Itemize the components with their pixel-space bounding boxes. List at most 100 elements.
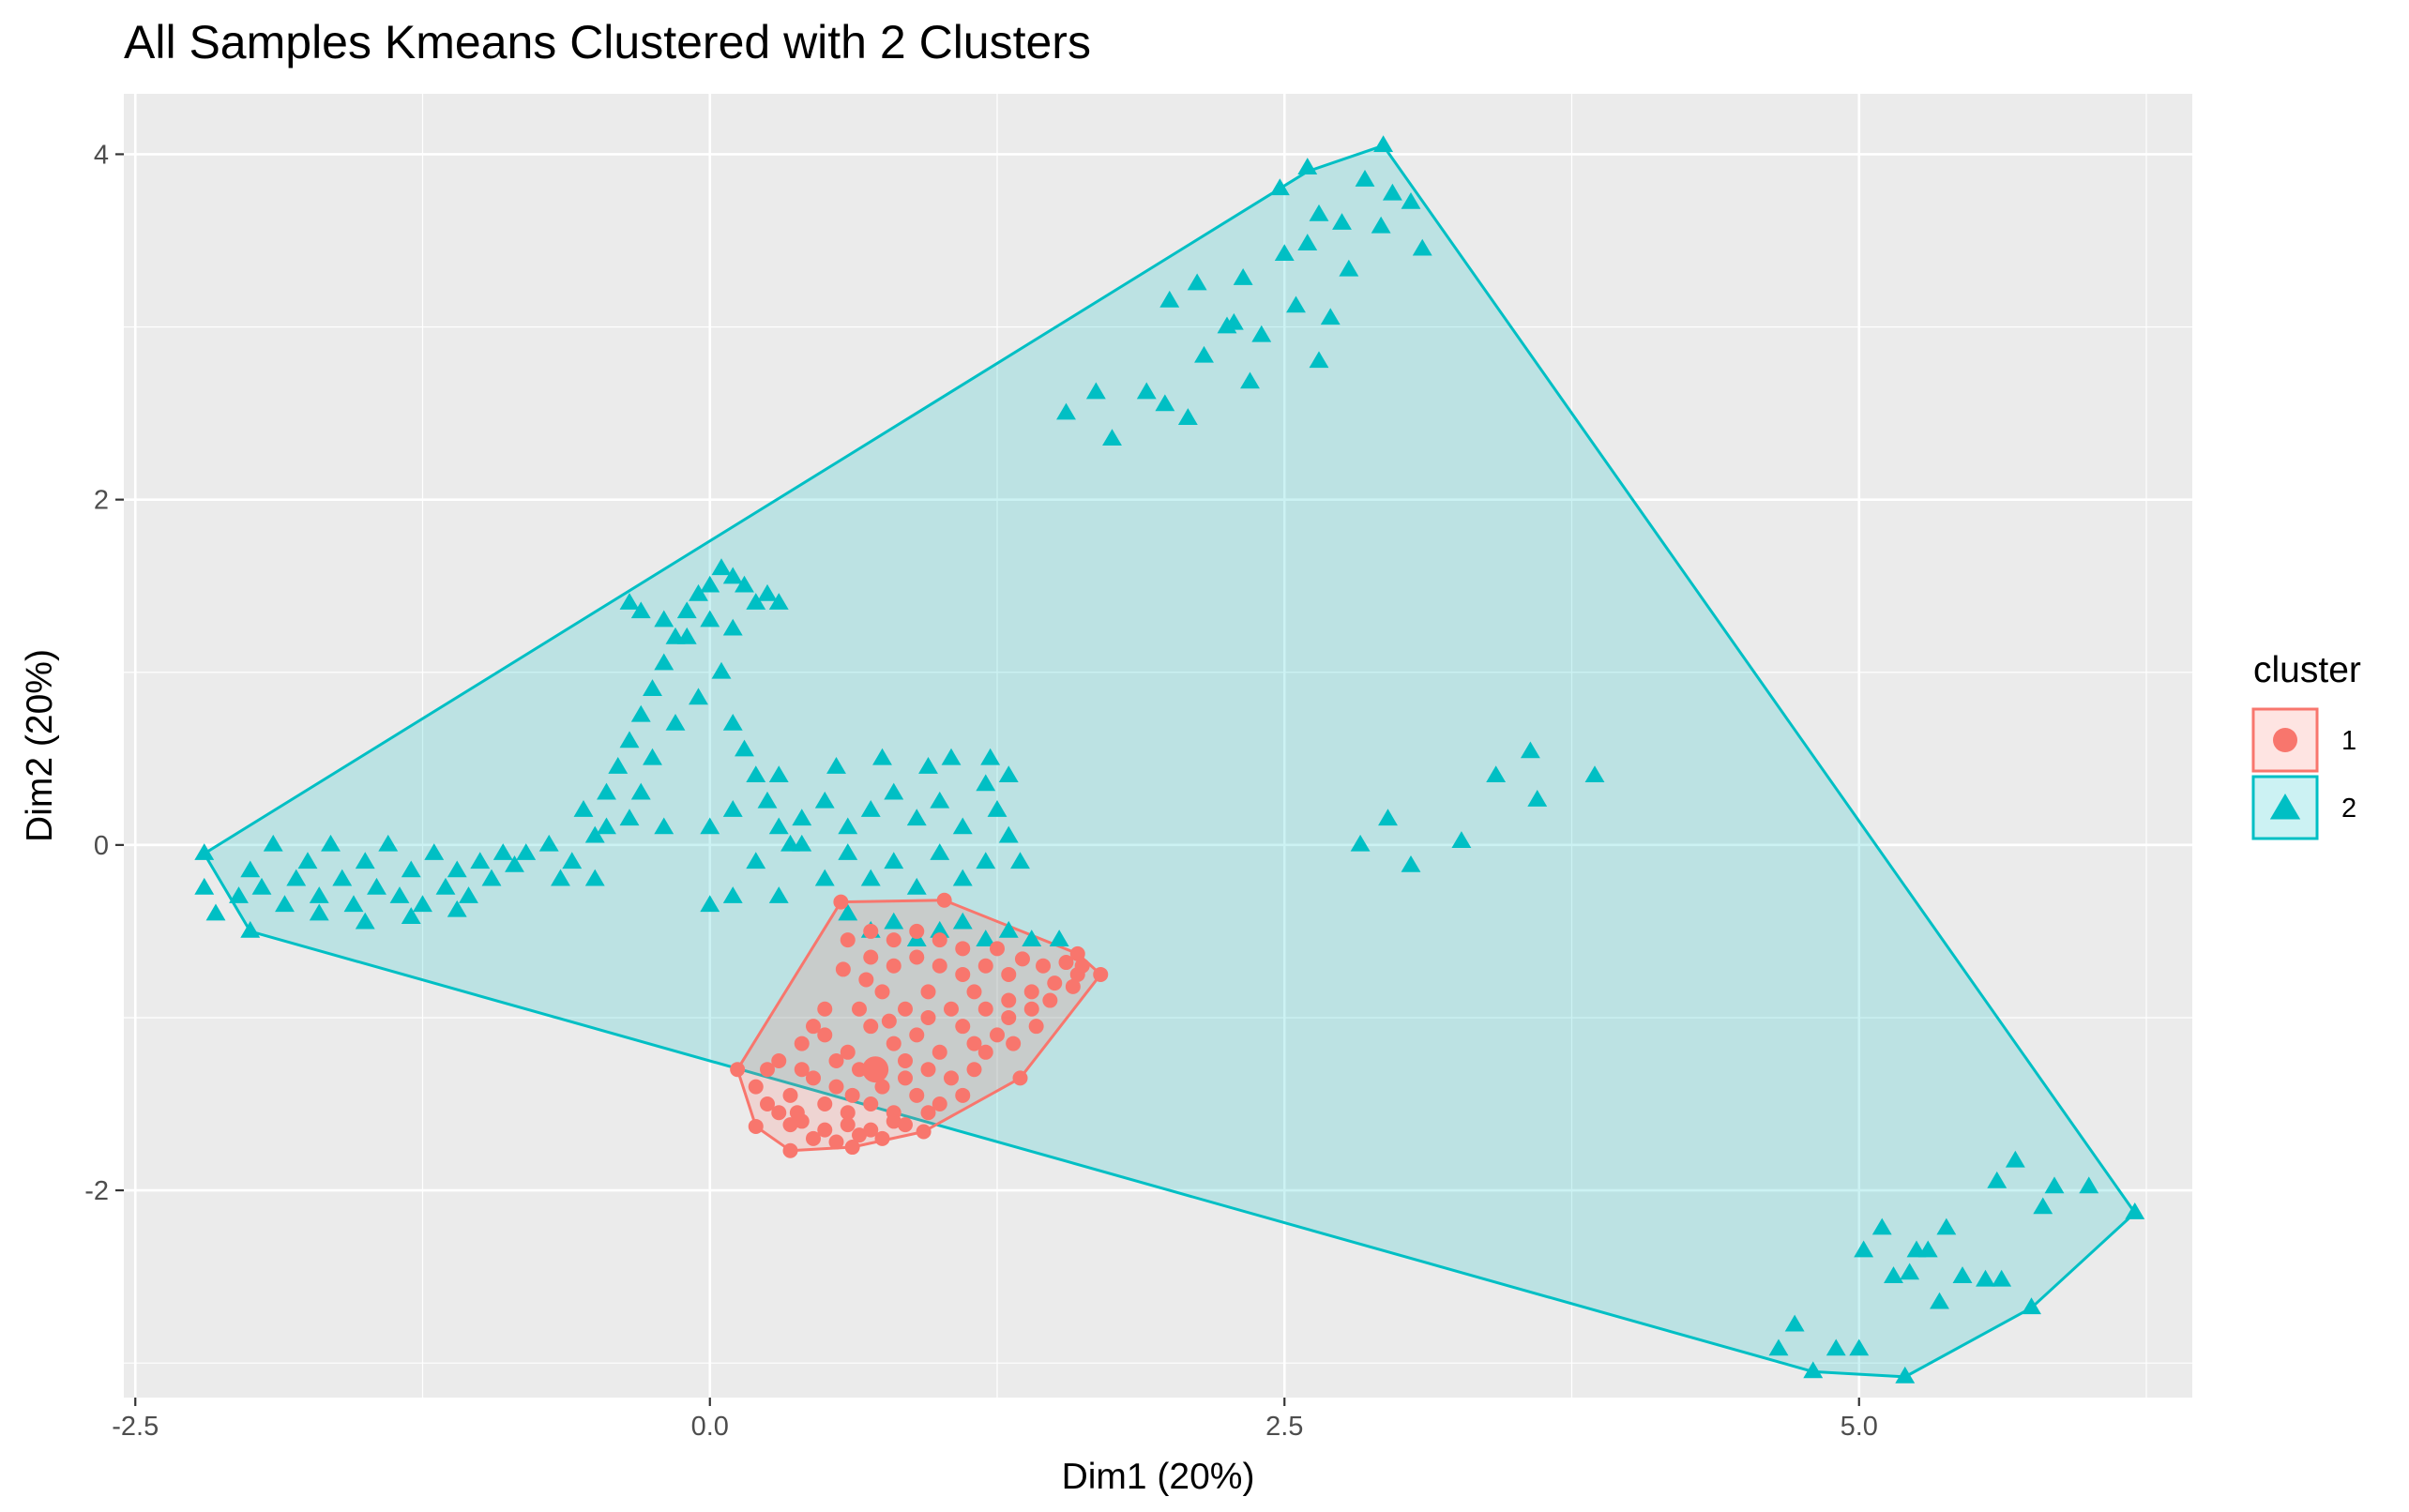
x-tick-label: -2.5 (112, 1412, 159, 1442)
cluster-1-point (789, 1105, 805, 1121)
x-axis-title: Dim1 (20%) (1062, 1457, 1255, 1497)
cluster-2-point (1895, 1366, 1916, 1383)
cluster-1-point (817, 1096, 833, 1112)
cluster-2-point (355, 912, 375, 930)
cluster-2-point (1930, 1292, 1949, 1309)
cluster-2-point (792, 834, 812, 852)
cluster-1-point (840, 932, 856, 948)
cluster-2-point (1320, 308, 1341, 325)
legend-label-1: 1 (2341, 726, 2356, 756)
cluster-2-point (884, 852, 904, 869)
cluster-1-point (881, 1013, 897, 1029)
cluster-2-point (1803, 1361, 1824, 1379)
cluster-1-point (1058, 955, 1074, 971)
x-tick-label: 0.0 (691, 1412, 729, 1442)
cluster-2-point (700, 575, 720, 593)
cluster-2-point (1900, 1263, 1920, 1280)
cluster-2-point (286, 869, 307, 886)
cluster-1-point (966, 1036, 982, 1051)
cluster-1-point (760, 1062, 775, 1078)
cluster-2-point (2033, 1197, 2053, 1215)
cluster-2-point (872, 748, 892, 765)
cluster-2-point (1309, 351, 1329, 369)
cluster-2-point (1412, 238, 1432, 256)
cluster-1-point (1023, 984, 1039, 1000)
cluster-2-point (884, 912, 904, 930)
cluster-2-point (367, 877, 386, 895)
cluster-2-point (952, 869, 973, 886)
cluster-1-center (862, 1056, 889, 1083)
cluster-2-point (654, 817, 674, 835)
cluster-2-point (860, 869, 881, 886)
cluster-2-point (619, 593, 640, 610)
cluster-1-point (1014, 951, 1030, 967)
cluster-2-point (1378, 809, 1398, 826)
cluster-2-point (1332, 213, 1352, 230)
cluster-1-point (806, 1019, 821, 1035)
cluster-2-point (952, 912, 973, 930)
cluster-2-point (401, 907, 421, 925)
cluster-1-point (794, 1036, 810, 1051)
cluster-2-point (1085, 382, 1106, 400)
cluster-2-point (1309, 204, 1329, 221)
cluster-2-point (987, 800, 1008, 817)
x-tick-labels: -2.5 0.0 2.5 5.0 (112, 1412, 1878, 1442)
cluster-2-point (194, 877, 215, 895)
cluster-1-point (844, 1140, 860, 1156)
cluster-1-point (771, 1105, 787, 1121)
cluster-2-point (251, 877, 272, 895)
cluster-2-point (538, 834, 559, 852)
cluster-2-point (768, 765, 789, 783)
cluster-2-point (332, 869, 353, 886)
cluster-2-point (665, 713, 686, 731)
cluster-2-point (1177, 408, 1198, 425)
cluster-1-point (990, 941, 1005, 957)
cluster-2-point (1355, 170, 1375, 187)
cluster-1-point (944, 1070, 959, 1086)
cluster-1-point (932, 958, 947, 974)
cluster-2-point (1849, 1338, 1870, 1356)
cluster-2-point (711, 558, 732, 576)
cluster-2-point (435, 877, 456, 895)
y-axis-title: Dim2 (20%) (20, 649, 60, 842)
cluster-2-point (1936, 1217, 1957, 1235)
cluster-2-point (240, 920, 261, 938)
cluster-1-point (1012, 1070, 1028, 1086)
cluster-1-point (990, 1027, 1005, 1043)
cluster-1-point (874, 984, 890, 1000)
cluster-2-point (1401, 191, 1421, 209)
cluster-2-point (711, 661, 732, 679)
data-points (194, 135, 2145, 1383)
cluster-1-point (874, 1130, 890, 1146)
cluster-1-point (1036, 958, 1051, 974)
cluster-2-point (309, 886, 329, 903)
cluster-2-point (998, 920, 1019, 938)
cluster-2-point (1286, 295, 1306, 313)
cluster-2-point (998, 825, 1019, 843)
plot-panel (124, 94, 2192, 1398)
cluster-2-point (976, 852, 996, 869)
cluster-1-point (863, 1096, 879, 1112)
cluster-1-point (909, 923, 925, 939)
cluster-2-point (619, 809, 640, 826)
cluster-1-point (1028, 1019, 1044, 1035)
cluster-1-point (955, 966, 971, 982)
cluster-2-point (584, 869, 605, 886)
cluster-2-point (584, 825, 605, 843)
cluster-1-point (806, 1130, 821, 1146)
cluster-1-point (828, 1079, 844, 1095)
cluster-1-point (782, 1142, 798, 1158)
cluster-2-point (492, 843, 513, 860)
cluster-1-point (1074, 958, 1090, 974)
cluster-1-point (898, 1052, 913, 1068)
cluster-2-point (735, 739, 754, 757)
grid-minor (124, 94, 2192, 1398)
cluster-2-point (722, 800, 743, 817)
cluster-1-point (730, 1062, 746, 1078)
cluster-1-point (794, 1062, 810, 1078)
cluster-1-point (1006, 1036, 1022, 1051)
cluster-1-point (1001, 966, 1017, 982)
cluster-2-point (976, 774, 996, 792)
cluster-2-point (838, 903, 858, 921)
